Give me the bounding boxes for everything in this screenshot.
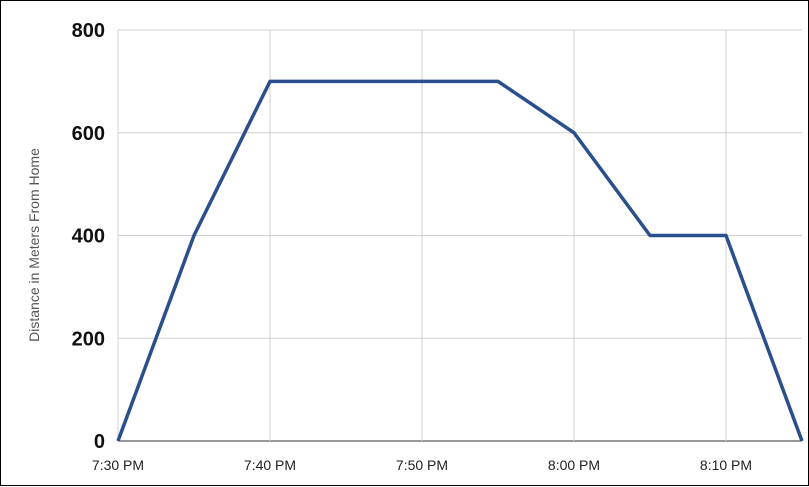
y-axis-ticks: 0 200 400 600 800 bbox=[72, 20, 105, 453]
y-tick-label: 400 bbox=[72, 226, 105, 248]
y-tick-label: 200 bbox=[72, 328, 105, 350]
series-line bbox=[116, 79, 804, 442]
x-tick-label: 7:30 PM bbox=[92, 457, 144, 473]
series-group bbox=[116, 79, 804, 442]
x-tick-label: 8:00 PM bbox=[548, 457, 600, 473]
x-tick-label: 7:40 PM bbox=[244, 457, 296, 473]
y-tick-label: 800 bbox=[72, 20, 105, 42]
y-tick-label: 600 bbox=[72, 123, 105, 145]
x-tick-label: 7:50 PM bbox=[396, 457, 448, 473]
x-tick-label: 8:10 PM bbox=[700, 457, 752, 473]
y-axis-label: Distance in Meters From Home bbox=[26, 148, 42, 342]
y-tick-label: 0 bbox=[94, 431, 105, 453]
grid-lines bbox=[117, 29, 802, 442]
x-axis-ticks: 7:30 PM 7:40 PM 7:50 PM 8:00 PM 8:10 PM bbox=[92, 457, 752, 473]
